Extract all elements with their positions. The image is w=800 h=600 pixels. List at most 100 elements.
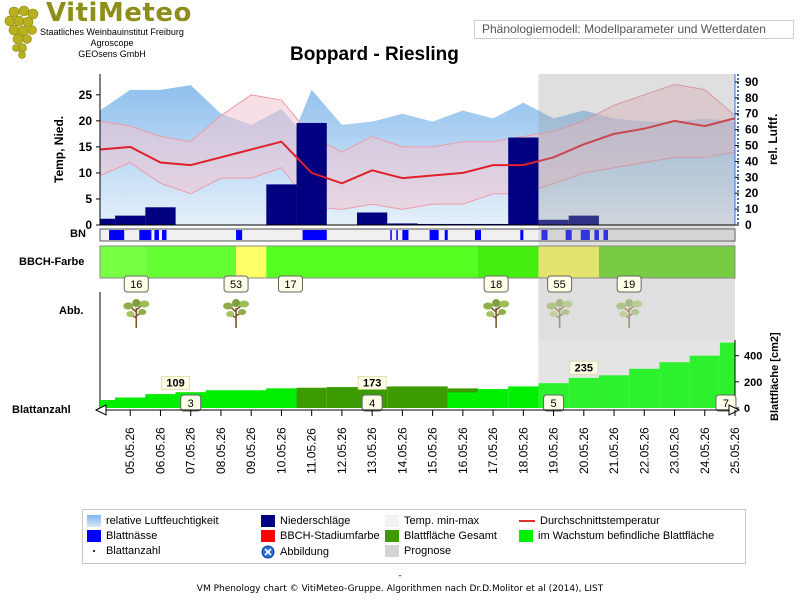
precip-bar xyxy=(296,122,327,225)
date-tick-label: 14.05.26 xyxy=(395,427,409,474)
leaf-count-label: 4 xyxy=(369,398,375,410)
leaf-growing-bar xyxy=(508,386,539,408)
y-right-tick-label: 70 xyxy=(745,107,759,121)
y-right-tick-label: 60 xyxy=(745,123,759,137)
leaf-wetness-bar xyxy=(154,230,159,240)
date-tick-label: 11.05.26 xyxy=(305,428,319,474)
logo-line-1: Staatliches Weinbauinstitut Freiburg xyxy=(40,27,184,37)
leaf-wetness-bar xyxy=(139,230,152,240)
precip-bar xyxy=(568,215,599,225)
y-axis-right-dots xyxy=(737,178,739,180)
humidity-area xyxy=(100,85,735,225)
bbch-band xyxy=(145,246,237,278)
legend-item-leaf-total: Blattfläche Gesamt xyxy=(385,530,497,542)
leaf-area-label-box xyxy=(161,375,190,390)
date-tick-label: 20.05.26 xyxy=(577,427,591,474)
bbch-swatch xyxy=(261,530,275,542)
y-axis-right-dots xyxy=(737,218,739,220)
legend-label: BBCH-Stadiumfarbe xyxy=(280,530,380,542)
legend-item-mean-temp: Durchschnittstemperatur xyxy=(519,515,660,527)
leaf-area-label-box xyxy=(569,360,599,375)
legend-label: relative Luftfeuchtigkeit xyxy=(106,515,219,527)
leaf-area-tick-label: 0 xyxy=(744,403,750,415)
legend-label: Blattfläche Gesamt xyxy=(404,530,497,542)
precip-bar xyxy=(100,218,116,225)
leaf-count-box xyxy=(180,394,202,412)
leaf-wetness-bar xyxy=(161,230,167,240)
y-axis-right-dots xyxy=(737,90,739,92)
date-tick-label: 05.05.26 xyxy=(123,427,137,474)
bbch-label-box xyxy=(483,275,509,293)
bbch-label: 55 xyxy=(553,279,565,291)
y-axis-right-dots xyxy=(737,154,739,156)
leaf-wetness-bar xyxy=(429,230,439,240)
leaf-count-box xyxy=(361,394,383,412)
y-axis-right-dots xyxy=(737,166,739,168)
date-tick-label: 17.05.26 xyxy=(486,427,500,474)
leaf-total-bar xyxy=(145,394,176,408)
y-axis-right-dots xyxy=(737,122,739,124)
leaf-growing-bar xyxy=(447,392,478,408)
bbch-band xyxy=(266,246,478,278)
leaf-growing-swatch xyxy=(519,530,533,542)
leaf-growing-bar xyxy=(629,368,660,408)
y-axis-right-dots xyxy=(737,106,739,108)
leaf-growing-bar xyxy=(175,392,206,408)
bbch-label-box xyxy=(123,275,149,293)
y-axis-right-dots xyxy=(737,186,739,188)
leaf-wetness-bar xyxy=(520,230,524,240)
date-tick-label: 13.05.26 xyxy=(365,427,379,474)
logo-line-2: Agroscope xyxy=(90,38,134,48)
legend-label: Temp. min-max xyxy=(404,515,480,527)
legend-label: Blattnässe xyxy=(106,530,158,542)
y-left-tick-label: 25 xyxy=(79,88,93,102)
temp-min-line xyxy=(99,151,736,210)
y-axis-right-dots xyxy=(737,146,739,148)
bbch-row-frame xyxy=(99,245,736,279)
date-tick-label: 10.05.26 xyxy=(274,427,288,474)
y-right-tick-label: 20 xyxy=(745,186,759,200)
leaf-total-swatch xyxy=(385,530,399,542)
vine-shoot-icon xyxy=(483,299,510,328)
y-axis-right-dots xyxy=(737,142,739,144)
temp-range-swatch xyxy=(385,515,399,527)
y-axis-right-dots xyxy=(737,198,739,200)
leaf-wetness-bar xyxy=(302,230,327,240)
precip-bar xyxy=(447,223,478,225)
leaf-area-tick-label: 200 xyxy=(744,377,762,389)
leafwet-swatch xyxy=(87,530,101,542)
y-left-tick-label: 0 xyxy=(85,218,92,232)
leaf-area-tick-label: 400 xyxy=(744,351,762,363)
leaf-growing-bar xyxy=(719,342,735,408)
leaf-growing-bar xyxy=(266,388,297,408)
vine-shoot-icon xyxy=(546,299,573,328)
y-axis-right-dots xyxy=(737,118,739,120)
main-plot-area xyxy=(100,74,735,225)
y-right-tick-label: 10 xyxy=(745,202,759,216)
y-right-tick-label: 90 xyxy=(745,75,759,89)
y-right-tick-label: 40 xyxy=(745,154,759,168)
y-axis-right-dots xyxy=(737,174,739,176)
date-tick-label: 21.05.26 xyxy=(607,427,621,474)
logo-text: VitiMeteo xyxy=(46,0,192,28)
mean-temp-swatch xyxy=(519,520,535,522)
precip-swatch xyxy=(261,515,275,527)
vine-shoot-icon xyxy=(616,299,643,328)
y-axis-right-dots xyxy=(737,78,739,80)
chart-title: Boppard - Riesling xyxy=(290,44,459,65)
date-tick-label: 22.05.26 xyxy=(637,427,651,474)
date-tick-label: 16.05.26 xyxy=(456,427,470,474)
leaf-area-label: 109 xyxy=(166,377,184,389)
bbch-label-box xyxy=(616,275,642,293)
y-axis-right-dots xyxy=(737,222,739,224)
date-tick-label: 25.05.26 xyxy=(728,427,742,474)
leaf-total-bar xyxy=(115,397,146,408)
leaf-total-bar xyxy=(205,390,267,408)
precip-bar xyxy=(538,219,569,225)
bn-row-frame xyxy=(99,228,736,242)
y-axis-right-dots xyxy=(737,82,739,84)
leaf-wetness-bar xyxy=(396,230,398,240)
bbch-label: 16 xyxy=(130,279,142,291)
precip-bar xyxy=(357,212,388,225)
y-axis-right-dots xyxy=(737,162,739,164)
